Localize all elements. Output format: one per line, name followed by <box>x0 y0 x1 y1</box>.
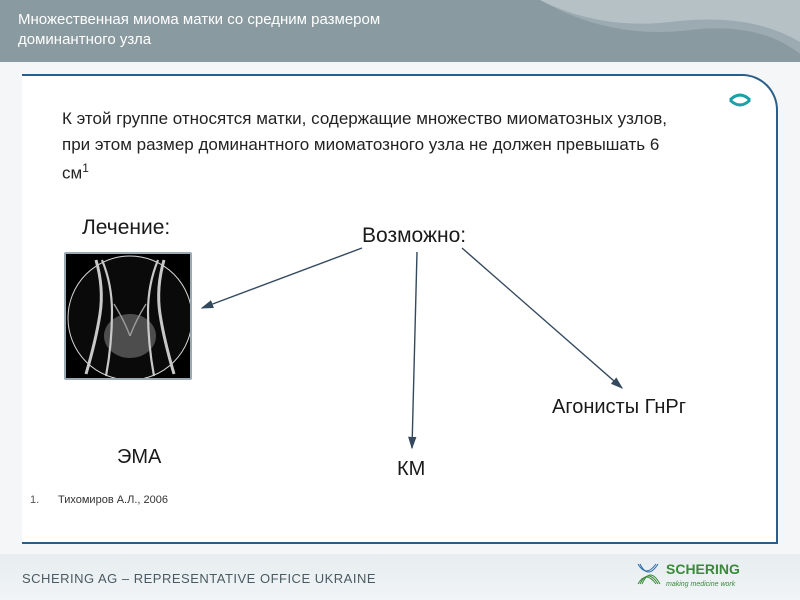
label-agonists: Агонисты ГнРг <box>552 396 686 419</box>
intro-paragraph: К этой группе относятся матки, содержащи… <box>62 106 682 187</box>
slide-footer: SCHERING AG – REPRESENTATIVE OFFICE UKRA… <box>0 554 800 600</box>
schering-logo: SCHERING making medicine work <box>636 556 776 592</box>
reference-text: Тихомиров А.Л., 2006 <box>58 494 168 506</box>
intro-text: К этой группе относятся матки, содержащи… <box>62 109 667 182</box>
logo-tagline: making medicine work <box>666 581 736 588</box>
label-treatment: Лечение: <box>82 216 170 240</box>
intro-superscript: 1 <box>82 161 89 175</box>
slide-header: Множественная миома матки со средним раз… <box>0 0 800 62</box>
label-km: КМ <box>397 458 425 481</box>
reference-number: 1. <box>30 494 39 506</box>
footer-company-text: SCHERING AG – REPRESENTATIVE OFFICE UKRA… <box>22 571 376 586</box>
header-curve-decoration <box>540 0 800 62</box>
label-ema: ЭМА <box>117 446 161 469</box>
angiogram-image <box>64 252 192 380</box>
content-panel: К этой группе относятся матки, содержащи… <box>22 74 778 544</box>
brand-corner-icon <box>726 86 754 114</box>
label-possible: Возможно: <box>362 224 466 248</box>
logo-text: SCHERING <box>666 561 740 577</box>
